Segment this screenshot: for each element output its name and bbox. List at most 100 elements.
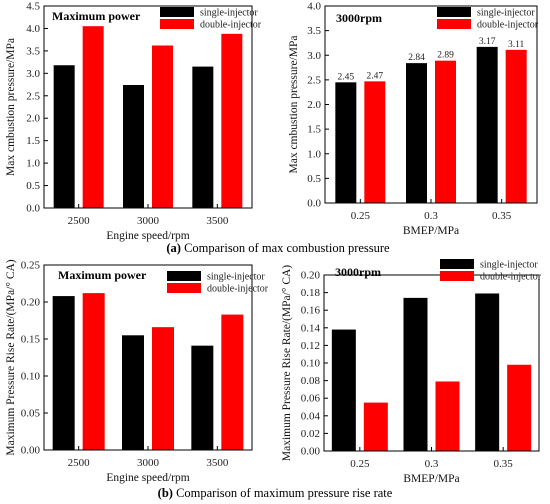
chart-rise-rate-bmep: 0.00 0.02 0.04 0.06 0.08 0.10 0.12 0.14 0.16 0.18…: [281, 259, 542, 485]
bar-double-0.3: [435, 60, 456, 204]
bar-single-0.25: [331, 329, 356, 451]
legend-swatch-double: [167, 283, 201, 293]
y-tick-label: 0.15: [21, 334, 41, 346]
y-tick-label: 3.5: [26, 45, 40, 57]
y-tick-label: 0.00: [21, 445, 41, 457]
caption-a: (a) Comparison of max combustion pressur…: [166, 241, 390, 255]
legend-label-double: double-injector: [200, 20, 262, 31]
x-tick-label: 2500: [68, 215, 91, 227]
y-tick-label: 0.00: [301, 446, 321, 458]
plot-frame: [323, 274, 540, 452]
y-tick-label: 0.20: [301, 270, 321, 282]
bar-single-3000: [123, 85, 144, 208]
y-tick-label: 0.10: [21, 371, 41, 383]
chart-max-pressure-bmep: 2.45 2.84 3.17 2.47 2.89 3.11 0.0 0.5 1.0 1.5 2.0 2…: [288, 1, 539, 238]
bar-double-0.25: [364, 81, 386, 203]
y-axis-title: Maximum Pressure Rise Rate/(MPa/° CA): [281, 265, 293, 461]
bar-single-0.35: [476, 46, 498, 203]
x-tick-label: 3500: [206, 215, 229, 227]
x-tick-label: 0.25: [350, 458, 370, 470]
y-tick-label: 3.5: [307, 25, 321, 37]
data-label: 2.47: [367, 71, 384, 81]
caption-b: (b) Comparison of maximum pressure rise …: [158, 486, 393, 500]
y-tick-label: 2.0: [307, 99, 321, 111]
plot-frame: [43, 5, 253, 209]
y-tick-label: 2.0: [26, 113, 40, 125]
x-tick-label: 0.3: [425, 458, 439, 470]
data-label: 3.11: [508, 40, 525, 50]
chart-max-pressure-speed: 0.0 0.5 1.0 1.5 2.0 2.5 3.0 3.5 4.0 4.5 2500 3000 35…: [5, 1, 262, 243]
x-tick-label: 0.35: [494, 458, 514, 470]
y-tick-label: 0.05: [21, 408, 41, 420]
bar-single-0.3: [403, 297, 428, 451]
bar-double-0.25: [363, 402, 388, 451]
y-tick-label: 1.0: [26, 158, 40, 170]
legend-swatch-single: [440, 259, 474, 269]
y-tick-label: 0.06: [301, 393, 321, 405]
caption-b-text: Comparison of maximum pressure rise rate: [173, 486, 393, 500]
data-label: 3.17: [479, 37, 496, 47]
y-tick-label: 1.0: [307, 148, 321, 160]
bar-single-2500: [52, 296, 75, 450]
plot-title: Maximum power: [52, 9, 141, 23]
x-tick-label: 0.25: [351, 210, 371, 222]
y-tick-label: 4.5: [26, 1, 40, 13]
bar-double-2500: [82, 293, 105, 450]
plot-title: 3000rpm: [336, 11, 382, 25]
bar-single-0.35: [475, 293, 500, 451]
bar-double-3000: [152, 327, 174, 450]
y-tick-label: 3.0: [26, 68, 40, 80]
y-tick-label: 0.08: [301, 375, 321, 387]
legend-label-double: double-injector: [207, 284, 269, 295]
y-axis-title: Max cmbustion pressure/MPa: [5, 38, 17, 176]
x-axis-title: Engine speed/rpm: [106, 230, 189, 242]
y-tick-label: 0.25: [21, 260, 41, 272]
data-label: 2.84: [408, 53, 425, 63]
x-tick-label: 3000: [137, 215, 160, 227]
bar-single-3500: [191, 345, 214, 450]
x-tick-label: 3500: [206, 457, 229, 469]
y-axis-title: Maximum Pressure Rise Rate/(MPa/° CA): [5, 259, 17, 455]
legend-swatch-double: [437, 19, 471, 29]
x-tick-label: 2500: [68, 457, 91, 469]
bar-double-2500: [82, 26, 104, 209]
legend-label-single: single-injector: [200, 8, 258, 19]
chart-rise-rate-speed: 0.00 0.05 0.10 0.15 0.20 0.25 2500 3000 3500 Engi…: [5, 259, 269, 484]
legend-label-double: double-injector: [480, 272, 542, 283]
x-axis-title: BMEP/MPa: [403, 225, 459, 237]
y-tick-label: 0.14: [301, 322, 321, 334]
y-tick-label: 1.5: [307, 124, 321, 136]
x-axis-title: BMEP/MPa: [403, 473, 459, 485]
plot-title: 3000rpm: [335, 265, 381, 279]
y-tick-label: 0.04: [301, 410, 321, 422]
bar-double-3000: [152, 45, 173, 208]
caption-a-letter: (a): [166, 241, 181, 255]
y-tick-label: 1.5: [26, 135, 40, 147]
y-tick-label: 0.18: [301, 287, 321, 299]
x-tick-label: 0.3: [424, 210, 438, 222]
y-tick-label: 2.5: [26, 90, 40, 102]
legend-label-single: single-injector: [480, 260, 538, 271]
legend-label-single: single-injector: [207, 272, 265, 283]
y-tick-label: 4.0: [26, 23, 40, 35]
y-tick-label: 0.0: [26, 203, 40, 215]
bar-single-0.3: [406, 63, 427, 203]
bar-single-2500: [53, 65, 75, 209]
x-tick-label: 3000: [137, 457, 160, 469]
y-tick-label: 0.10: [301, 358, 321, 370]
bar-single-3500: [192, 66, 214, 208]
y-tick-label: 0.5: [307, 173, 321, 185]
data-label: 2.45: [338, 72, 355, 82]
bar-double-0.35: [505, 49, 527, 203]
legend-swatch-single: [437, 7, 471, 17]
y-tick-label: 0.02: [301, 428, 320, 440]
legend-swatch-double: [440, 271, 474, 281]
bar-double-3500: [221, 314, 244, 450]
y-tick-label: 0.5: [26, 180, 40, 192]
y-tick-label: 0.0: [307, 198, 321, 210]
x-axis-title: Engine speed/rpm: [106, 472, 189, 484]
y-tick-label: 3.0: [307, 50, 321, 62]
legend-label-single: single-injector: [477, 8, 535, 19]
y-tick-label: 0.16: [301, 305, 321, 317]
